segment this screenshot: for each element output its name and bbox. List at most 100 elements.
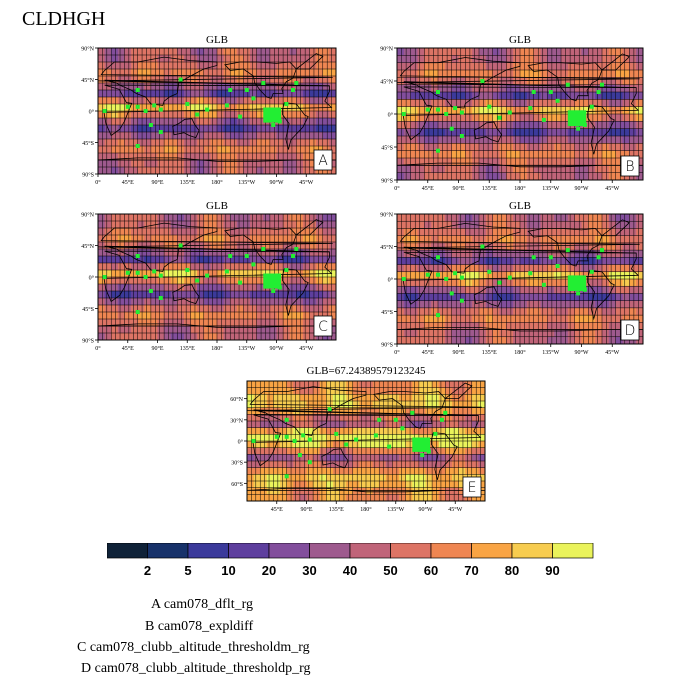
heat-cell bbox=[520, 84, 528, 93]
colorbar: 2 5 10 20 30 40 50 60 70 80 90 bbox=[106, 542, 597, 588]
heat-cell bbox=[104, 69, 112, 77]
heat-cell bbox=[183, 305, 191, 313]
heat-cell bbox=[451, 228, 459, 237]
heat-cell bbox=[451, 114, 459, 122]
heat-cell bbox=[247, 407, 255, 415]
heat-cell bbox=[574, 84, 582, 93]
heat-cell bbox=[289, 277, 297, 285]
heat-cell bbox=[431, 250, 439, 258]
heat-cell bbox=[150, 83, 158, 91]
heat-cell bbox=[636, 158, 644, 166]
heat-cell bbox=[554, 143, 562, 152]
heat-cell bbox=[397, 264, 405, 273]
coastline bbox=[295, 53, 324, 70]
heat-cell bbox=[479, 293, 487, 302]
lon-tick-label: 135°E bbox=[180, 345, 195, 352]
heat-cell bbox=[276, 97, 284, 105]
heat-cell bbox=[622, 48, 630, 56]
heat-cell bbox=[608, 128, 617, 137]
heat-cell bbox=[540, 70, 548, 78]
colorbar-swatch bbox=[106, 542, 148, 559]
heat-cell bbox=[170, 104, 178, 112]
heat-cell bbox=[608, 228, 617, 237]
heat-cell bbox=[438, 128, 446, 137]
heat-cell bbox=[98, 62, 106, 70]
heat-cell bbox=[302, 305, 310, 313]
heat-cell bbox=[302, 160, 310, 168]
heat-cell bbox=[111, 153, 119, 161]
heat-cell bbox=[410, 99, 418, 108]
heat-cell bbox=[622, 336, 630, 345]
heat-cell bbox=[217, 284, 225, 292]
heat-cell bbox=[526, 84, 535, 93]
heat-cell bbox=[332, 487, 340, 495]
heat-cell bbox=[506, 300, 514, 309]
heat-cell bbox=[410, 158, 418, 166]
heat-cell bbox=[445, 381, 453, 389]
heat-cell bbox=[438, 336, 446, 345]
heat-cell bbox=[316, 76, 324, 84]
heat-cell bbox=[581, 143, 589, 152]
heat-cell bbox=[263, 214, 271, 222]
heat-cell bbox=[506, 257, 514, 265]
heat-cell bbox=[418, 401, 426, 409]
heat-cell bbox=[412, 474, 420, 482]
heat-cell bbox=[444, 322, 453, 330]
heat-cell bbox=[164, 125, 172, 133]
heat-cell bbox=[418, 407, 426, 415]
heat-cell bbox=[210, 326, 218, 334]
heat-cell bbox=[283, 111, 291, 119]
heat-cell bbox=[190, 228, 198, 236]
heat-cell bbox=[183, 48, 191, 56]
heat-cell bbox=[499, 257, 507, 265]
heat-cell bbox=[392, 481, 400, 489]
heat-cell bbox=[629, 221, 637, 229]
heat-cell bbox=[417, 322, 425, 330]
heat-cell bbox=[266, 447, 274, 455]
heat-cell bbox=[276, 242, 284, 250]
heat-cell bbox=[111, 298, 119, 306]
heat-cell bbox=[302, 132, 310, 140]
heat-cell bbox=[286, 394, 294, 402]
heat-cell bbox=[540, 271, 548, 280]
heat-cell bbox=[217, 326, 225, 334]
heat-cell bbox=[170, 305, 178, 313]
heat-cell bbox=[366, 481, 374, 489]
heat-cell bbox=[492, 128, 500, 137]
heat-cell bbox=[451, 447, 459, 455]
heat-cell bbox=[104, 90, 112, 98]
heat-cell bbox=[210, 319, 218, 327]
site-marker bbox=[297, 453, 302, 458]
heat-cell bbox=[567, 257, 576, 265]
heat-cell bbox=[506, 158, 514, 166]
heat-cell bbox=[561, 329, 569, 338]
panel-label: E bbox=[468, 480, 477, 496]
heat-cell bbox=[117, 111, 125, 119]
heat-cell bbox=[322, 83, 330, 91]
heat-cell bbox=[431, 114, 439, 122]
lat-tick-label: 45°N bbox=[81, 243, 94, 250]
lon-tick-label: 0° bbox=[394, 349, 400, 356]
heat-cell bbox=[417, 128, 425, 137]
heat-cell bbox=[526, 315, 535, 323]
heat-cell bbox=[117, 326, 125, 334]
heat-cell bbox=[236, 242, 244, 250]
heat-cell bbox=[190, 319, 198, 327]
heat-cell bbox=[533, 235, 541, 244]
heat-cell bbox=[306, 421, 314, 429]
heat-cell bbox=[243, 326, 251, 334]
heat-cell bbox=[164, 139, 172, 147]
heat-cell bbox=[458, 271, 466, 280]
heat-cell bbox=[425, 394, 433, 402]
heat-cell bbox=[263, 228, 271, 236]
heat-cell bbox=[526, 322, 535, 330]
heat-cell bbox=[438, 329, 446, 338]
heat-cell bbox=[608, 150, 617, 159]
heat-cell bbox=[478, 481, 486, 489]
heat-cell bbox=[405, 387, 413, 395]
heat-cell bbox=[230, 298, 238, 306]
heat-cell bbox=[418, 387, 426, 395]
heat-cell bbox=[417, 172, 425, 181]
heat-cell bbox=[346, 454, 354, 462]
heat-cell bbox=[359, 401, 367, 409]
